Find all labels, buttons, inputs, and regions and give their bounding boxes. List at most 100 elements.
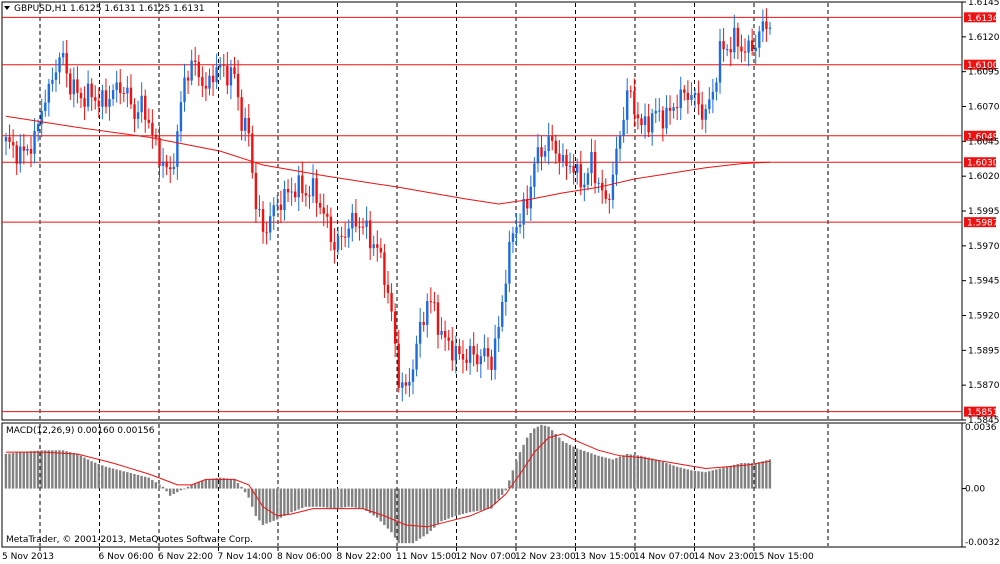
candle-body xyxy=(643,116,647,126)
level-label: 1.6100 xyxy=(967,61,999,71)
candle-body xyxy=(51,79,54,84)
moving-average xyxy=(5,115,771,205)
macd-bar xyxy=(732,464,736,489)
macd-bar xyxy=(768,459,772,489)
macd-bar xyxy=(690,470,693,489)
candle-body xyxy=(593,151,597,184)
macd-bar xyxy=(79,455,83,489)
candle-body xyxy=(543,151,547,157)
macd-bar xyxy=(697,471,700,489)
candle-body xyxy=(272,205,275,217)
horizontal-levels[interactable]: 1.6134 1.6100 1.6049 1.6030 1.5987 1.5851 xyxy=(2,12,999,418)
macd-bar xyxy=(540,424,543,489)
candle-body xyxy=(408,381,411,386)
macd-bar xyxy=(408,488,411,544)
candle-body xyxy=(579,164,582,188)
macd-bar xyxy=(529,433,532,489)
time-tick-label: 11 Nov 15:00 xyxy=(396,552,457,562)
candle-body xyxy=(501,302,504,327)
candle-body xyxy=(415,343,418,370)
macd-bar xyxy=(283,488,286,516)
macd-bar xyxy=(575,448,579,489)
macd-bar xyxy=(279,488,282,518)
macd-bar xyxy=(572,446,575,489)
candle-body xyxy=(22,146,26,151)
macd-bar xyxy=(765,460,768,489)
candle-body xyxy=(458,346,461,355)
macd-bar xyxy=(136,474,140,489)
macd-bar xyxy=(547,426,550,489)
candle-body xyxy=(736,27,740,47)
macd-bar xyxy=(343,488,347,508)
candle-body xyxy=(318,202,322,208)
macd-bar xyxy=(115,469,118,489)
candle-body xyxy=(615,148,618,175)
candle-body xyxy=(629,90,632,92)
macd-bar xyxy=(161,486,165,489)
candle-body xyxy=(329,216,333,243)
macd-bar xyxy=(247,488,250,498)
candle-body xyxy=(740,46,743,52)
macd-bar xyxy=(183,488,186,490)
macd-bar xyxy=(475,488,479,512)
candle-body xyxy=(240,97,243,131)
candle-body xyxy=(236,73,240,98)
candle-body xyxy=(476,354,479,365)
macd-bar xyxy=(51,450,54,489)
candle-body xyxy=(204,85,208,89)
candle-body xyxy=(679,89,682,109)
macd-bar xyxy=(33,450,36,489)
candle-body xyxy=(72,79,76,95)
candle-body xyxy=(490,356,493,370)
candle-body xyxy=(197,61,200,78)
macd-bar xyxy=(65,451,68,489)
macd-bar xyxy=(393,488,397,538)
candle-body xyxy=(393,311,397,344)
macd-bar xyxy=(58,450,61,489)
macd-bar xyxy=(140,475,143,489)
macd-bar xyxy=(254,488,258,516)
macd-bar xyxy=(308,488,311,507)
macd-bar xyxy=(47,450,50,489)
macd-bar xyxy=(518,452,522,489)
triangle-down-icon[interactable] xyxy=(4,6,10,10)
macd-bar xyxy=(226,478,229,489)
macd-bar xyxy=(229,478,233,489)
candle-body xyxy=(765,21,768,29)
candle-body xyxy=(411,369,415,382)
candle-body xyxy=(190,60,193,81)
price-tick-label: 1.6095 xyxy=(968,68,1000,78)
candle-body xyxy=(708,99,711,110)
candle-body xyxy=(397,343,400,388)
macd-bar xyxy=(111,468,115,489)
candle-body xyxy=(215,67,218,83)
level-label: 1.6049 xyxy=(967,132,999,142)
candle-body xyxy=(8,137,11,142)
candle-body xyxy=(347,228,350,238)
candle-body xyxy=(565,155,568,166)
candle-body xyxy=(61,53,65,58)
candle-body xyxy=(697,92,700,105)
macd-bar xyxy=(658,460,661,489)
macd-bar xyxy=(504,488,507,491)
macd-bar xyxy=(379,488,382,522)
candle-body xyxy=(404,382,408,386)
candle-body xyxy=(211,75,215,83)
macd-bar xyxy=(347,488,350,507)
macd-tick-label: -0.00321 xyxy=(965,538,1000,548)
macd-bar xyxy=(686,469,689,489)
candle-body xyxy=(186,77,190,81)
macd-bar xyxy=(604,457,607,489)
candle-body xyxy=(522,198,525,225)
macd-bar xyxy=(40,450,43,489)
candle-body xyxy=(551,136,554,141)
macd-bar xyxy=(68,452,72,489)
macd-bar xyxy=(29,451,33,489)
candle-body xyxy=(625,90,629,120)
macd-bar xyxy=(15,452,18,489)
candle-body xyxy=(486,348,490,357)
candle-body xyxy=(151,122,154,135)
macd-bar xyxy=(293,488,297,511)
macd-bar xyxy=(743,463,747,489)
